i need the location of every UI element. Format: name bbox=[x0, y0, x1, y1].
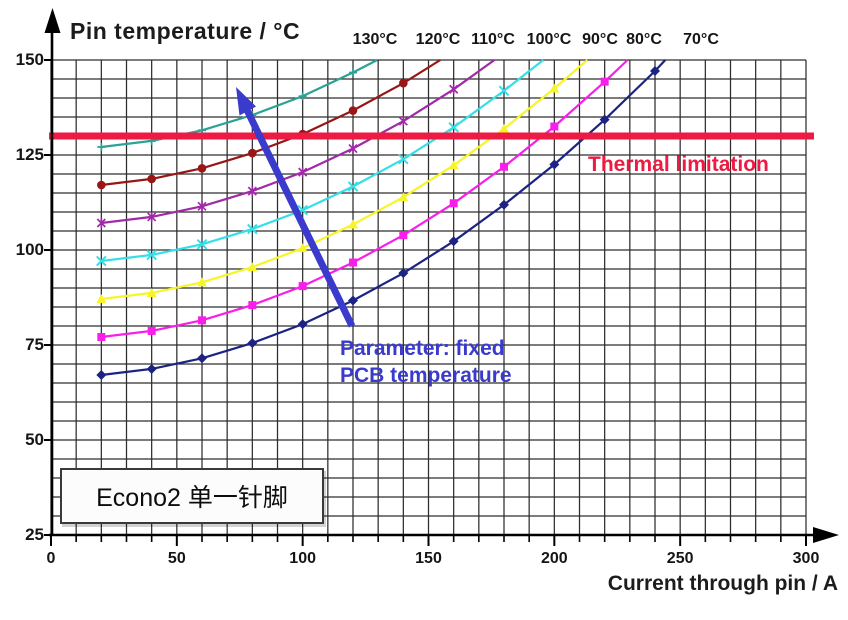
y-tick-label-25: 25 bbox=[25, 525, 44, 544]
x-tick-label-300: 300 bbox=[792, 550, 820, 567]
x-tick-label-150: 150 bbox=[415, 550, 442, 567]
x-tick-label-0: 0 bbox=[46, 550, 56, 567]
series-80c bbox=[97, 59, 629, 342]
x-tick-label-100: 100 bbox=[289, 550, 316, 567]
y-tick-label-100: 100 bbox=[15, 240, 44, 259]
series-110c bbox=[96, 59, 496, 229]
curve-label-110c: 110°C bbox=[471, 31, 515, 48]
y-tick-label-50: 50 bbox=[25, 430, 44, 449]
series-70c bbox=[96, 59, 667, 381]
y-tick-label-150: 150 bbox=[15, 50, 44, 69]
parameter-annotation-line1: Parameter: fixed bbox=[340, 337, 505, 360]
device-label-box: Econo2 单一针脚 bbox=[60, 468, 324, 524]
pcb-parameter-arrow-icon bbox=[236, 87, 356, 328]
thermal-limitation-label: Thermal limitation bbox=[588, 153, 769, 176]
curve-label-80c: 80°C bbox=[626, 31, 662, 48]
parameter-annotation-line2: PCB temperature bbox=[340, 364, 512, 387]
x-tick-label-200: 200 bbox=[540, 550, 568, 567]
x-axis-title: Current through pin / A bbox=[607, 572, 838, 595]
parameter-annotation: Parameter: fixed PCB temperature bbox=[340, 335, 512, 389]
curve-label-120c: 120°C bbox=[415, 31, 461, 48]
curve-label-130c: 130°C bbox=[352, 31, 398, 48]
x-axis-arrow-icon bbox=[813, 527, 839, 543]
axes bbox=[44, 8, 839, 543]
series-100c bbox=[96, 59, 544, 267]
curve-label-90c: 90°C bbox=[582, 31, 618, 48]
series-curves bbox=[96, 59, 667, 381]
device-label: Econo2 单一针脚 bbox=[96, 484, 288, 512]
curve-label-100c: 100°C bbox=[526, 31, 572, 48]
axis-ticks bbox=[44, 59, 807, 546]
y-axis-arrow-icon bbox=[44, 8, 61, 33]
y-axis-title: Pin temperature / °C bbox=[70, 18, 301, 44]
y-tick-label-125: 125 bbox=[15, 145, 44, 164]
curve-label-70c: 70°C bbox=[683, 31, 719, 48]
grid-lines bbox=[50, 59, 807, 536]
series-90c bbox=[96, 59, 589, 304]
thermal-limitation-line bbox=[49, 132, 814, 140]
x-tick-label-250: 250 bbox=[666, 550, 694, 567]
x-tick-label-50: 50 bbox=[167, 550, 186, 567]
y-tick-label-75: 75 bbox=[25, 335, 44, 354]
